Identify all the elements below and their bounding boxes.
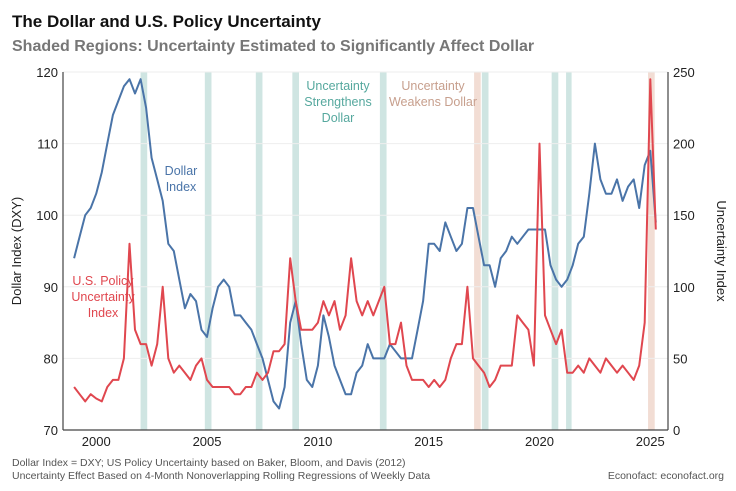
x-tick: 2000 <box>82 434 111 449</box>
footer-source: Econofact: econofact.org <box>608 470 724 482</box>
y-tick-left: 90 <box>44 280 58 295</box>
shaded-region-strengthens <box>255 72 263 430</box>
shaded-region-weakens <box>648 72 655 430</box>
shaded-region-strengthens <box>379 72 387 430</box>
uncertainty-index-annotation: Index <box>88 306 119 320</box>
shaded-region-strengthens <box>551 72 559 430</box>
shaded-region-strengthens <box>204 72 212 430</box>
y-tick-right: 250 <box>673 65 695 80</box>
dollar-index-line <box>73 78 657 410</box>
x-tick: 2010 <box>303 434 332 449</box>
y-axis-right-label: Uncertainty Index <box>714 200 729 302</box>
shaded-region-strengthens <box>481 72 489 430</box>
dollar-index-annotation: Dollar <box>165 164 198 178</box>
weakens-dollar-annotation: Weakens Dollar <box>389 95 477 109</box>
strengthens-dollar-annotation: Uncertainty <box>306 79 370 93</box>
shaded-region-strengthens <box>292 72 300 430</box>
y-tick-left: 110 <box>37 137 58 152</box>
y-tick-left: 120 <box>36 65 58 80</box>
y-axis-left-label: Dollar Index (DXY) <box>9 197 24 305</box>
x-tick: 2025 <box>636 434 665 449</box>
y-tick-left: 100 <box>36 208 58 223</box>
x-tick: 2015 <box>414 434 443 449</box>
strengthens-dollar-annotation: Dollar <box>322 111 355 125</box>
y-tick-right: 100 <box>673 280 695 295</box>
uncertainty-index-annotation: Uncertainty <box>71 290 135 304</box>
shaded-region-weakens <box>474 72 481 430</box>
y-tick-right: 150 <box>673 208 695 223</box>
uncertainty-index-annotation: U.S. Policy <box>72 274 134 288</box>
chart-title: The Dollar and U.S. Policy Uncertainty <box>12 12 321 31</box>
y-tick-right: 200 <box>673 137 695 152</box>
chart-subtitle: Shaded Regions: Uncertainty Estimated to… <box>12 38 534 55</box>
y-tick-right: 0 <box>673 423 680 438</box>
x-tick: 2020 <box>525 434 554 449</box>
dollar-index-annotation: Index <box>166 180 197 194</box>
y-tick-left: 70 <box>44 423 58 438</box>
y-tick-left: 80 <box>44 351 58 366</box>
weakens-dollar-annotation: Uncertainty <box>401 79 465 93</box>
uncertainty-index-line <box>73 78 657 403</box>
y-tick-right: 50 <box>673 351 687 366</box>
strengthens-dollar-annotation: Strengthens <box>304 95 371 109</box>
x-tick: 2005 <box>193 434 222 449</box>
shaded-region-strengthens <box>140 72 148 430</box>
footer-note-2: Uncertainty Effect Based on 4-Month Nono… <box>12 470 430 482</box>
footer-note-1: Dollar Index = DXY; US Policy Uncertaint… <box>12 457 406 469</box>
shaded-region-strengthens <box>566 72 572 430</box>
